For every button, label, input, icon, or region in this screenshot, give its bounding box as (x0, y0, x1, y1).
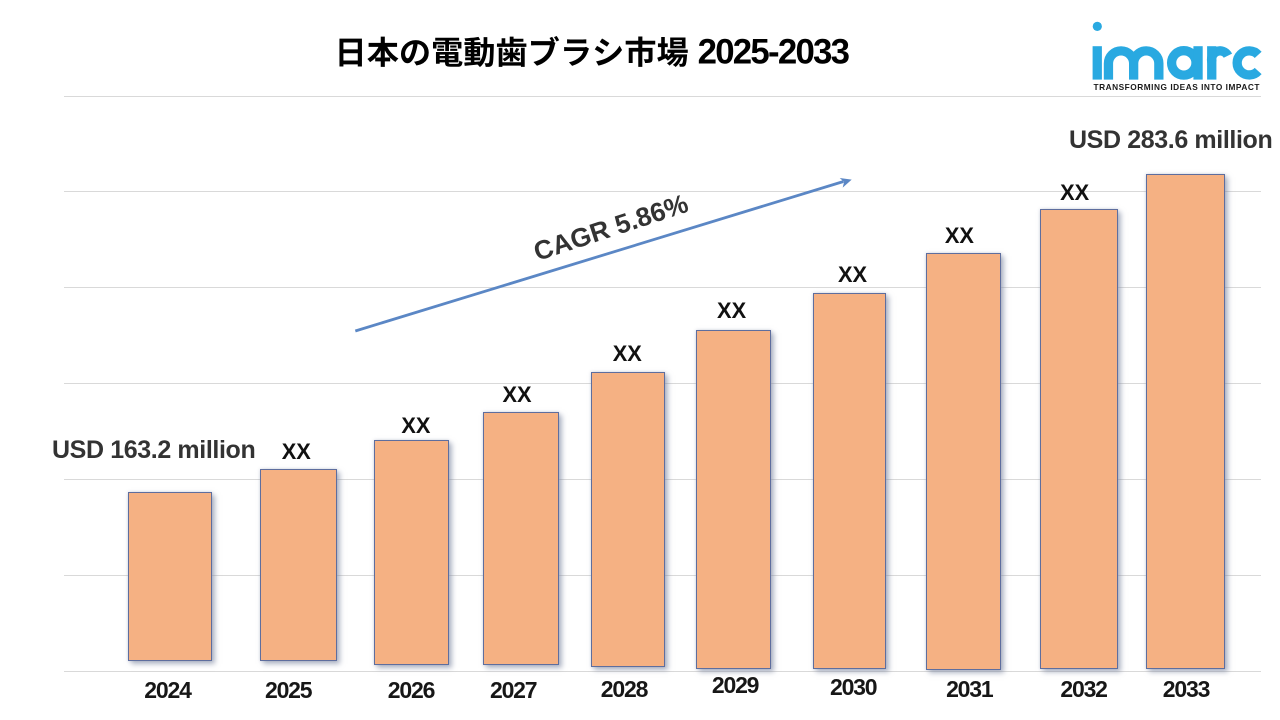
svg-text:TRANSFORMING IDEAS INTO IMPACT: TRANSFORMING IDEAS INTO IMPACT (1094, 82, 1260, 92)
svg-text:2025-2033: 2025-2033 (698, 32, 850, 71)
